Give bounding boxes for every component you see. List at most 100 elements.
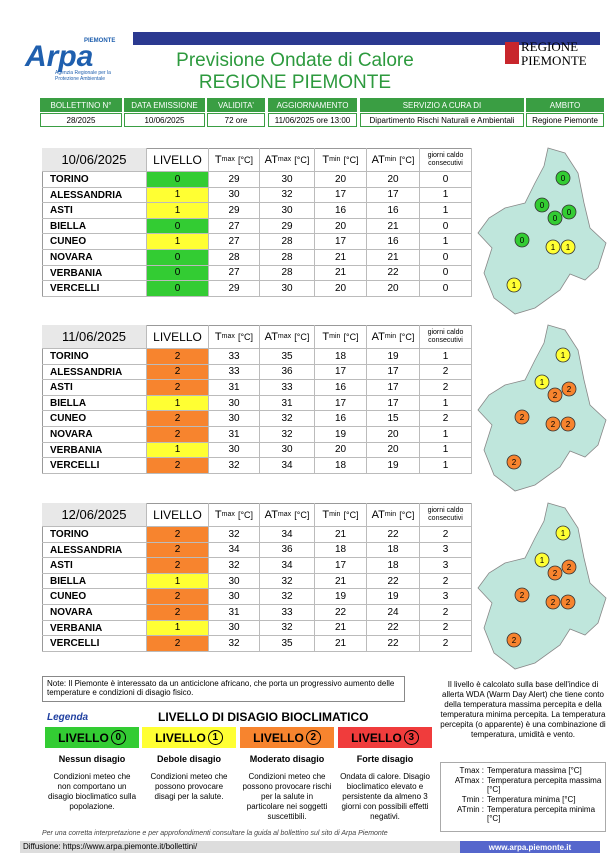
map-marker-label: 0 [520,236,525,245]
map-marker [561,204,577,220]
city-name: VERCELLI [42,636,147,652]
value-cell: 2 [420,636,472,652]
abbreviations: Tmax : Temperatura massima [°C] ATmax : Tem… [440,762,606,832]
value-cell: 20 [367,172,420,188]
legend-level-word: LIVELLO [351,730,402,745]
value-cell: 16 [315,380,367,396]
col-main: T [322,153,330,166]
col-sub: min [329,155,341,163]
legend-level-number: 3 [403,730,419,745]
value-cell: 30 [260,172,315,188]
abbr-row: ATmin : Temperatura percepita minima [°C] [444,805,602,823]
explanation: Il livello è calcolato sulla base dell'i… [440,680,606,739]
map-marker-label: 2 [566,598,571,607]
level-cell: 1 [147,395,209,412]
column-header: giorni caldo consecutivi [420,148,472,172]
city-name: BIELLA [42,573,147,590]
map-marker [545,239,561,255]
value-cell: 16 [315,203,367,219]
map-marker-label: 1 [540,378,545,387]
map-marker-label: 1 [566,243,571,252]
abbr-row: ATmax : Temperatura percepita massima [°C… [444,776,602,794]
legend-name: Nessun disagio [58,754,126,764]
abbr-value: Temperatura minima [°C] [487,795,576,804]
value-cell: 29 [209,172,260,188]
city-name: BIELLA [42,218,147,235]
value-cell: 28 [209,250,260,266]
value-cell: 32 [260,427,315,443]
map-marker-label: 0 [561,174,566,183]
column-header: AT max [°C] [260,325,315,349]
column-header: giorni caldo consecutivi [420,503,472,527]
col-unit: [°C] [343,509,359,520]
value-cell: 17 [315,364,367,381]
value-cell: 30 [209,411,260,427]
value-cell: 17 [367,187,420,204]
col-sub: min [384,510,397,518]
col-sub: min [329,510,341,518]
col-main: T [214,508,222,521]
abbr-key: Tmin : [461,795,484,804]
top-bar [133,32,600,45]
legend-level-number: 0 [110,730,126,745]
abbr-key: ATmax : [454,776,484,785]
value-cell: 34 [209,542,260,559]
value-cell: 22 [367,527,420,543]
map-marker-label: 2 [567,563,572,572]
legend-level: LIVELLO 2 [240,727,334,748]
level-cell: 1 [147,234,209,250]
value-cell: 31 [260,395,315,412]
logo-region: PIEMONTE [84,38,116,44]
legend-level: LIVELLO 1 [142,727,236,748]
value-cell: 22 [367,265,420,282]
value-cell: 30 [209,395,260,412]
value-cell: 18 [315,349,367,365]
value-cell: 2 [420,573,472,590]
value-cell: 21 [367,218,420,235]
level-cell: 2 [147,527,209,543]
level-cell: 0 [147,250,209,266]
col-sub: min [384,155,397,163]
value-cell: 2 [420,527,472,543]
city-name: TORINO [42,172,147,188]
level-cell: 2 [147,558,209,574]
col-sub: max [277,332,292,340]
value-cell: 36 [260,542,315,559]
value-cell: 34 [260,458,315,474]
city-name: ASTI [42,558,147,574]
value-cell: 30 [260,203,315,219]
level-cell: 0 [147,172,209,188]
legend-level-word: LIVELLO [155,730,206,745]
info-label: VALIDITA' [207,98,265,112]
legend-name: Debole disagio [156,754,221,764]
value-cell: 32 [260,620,315,637]
level-cell: 2 [147,458,209,474]
value-cell: 36 [260,364,315,381]
value-cell: 2 [420,364,472,381]
value-cell: 32 [209,558,260,574]
value-cell: 31 [209,380,260,396]
value-cell: 20 [367,427,420,443]
value-cell: 17 [315,395,367,412]
map-marker-label: 2 [566,420,571,429]
region-map [477,324,607,492]
value-cell: 22 [367,620,420,637]
col-unit: [°C] [294,509,310,520]
city-name: NOVARA [42,250,147,266]
value-cell: 1 [420,349,472,365]
value-cell: 33 [260,605,315,621]
map-marker [534,552,550,568]
value-cell: 18 [367,558,420,574]
col-sub: max [221,155,235,163]
column-header: giorni caldo consecutivi [420,325,472,349]
city-name: VERBANIA [42,620,147,637]
table-date: 10/06/2025 [42,148,147,172]
value-cell: 33 [209,364,260,381]
value-cell: 1 [420,442,472,459]
city-name: ALESSANDRIA [42,187,147,204]
col-main: AT [264,508,278,521]
value-cell: 35 [260,636,315,652]
